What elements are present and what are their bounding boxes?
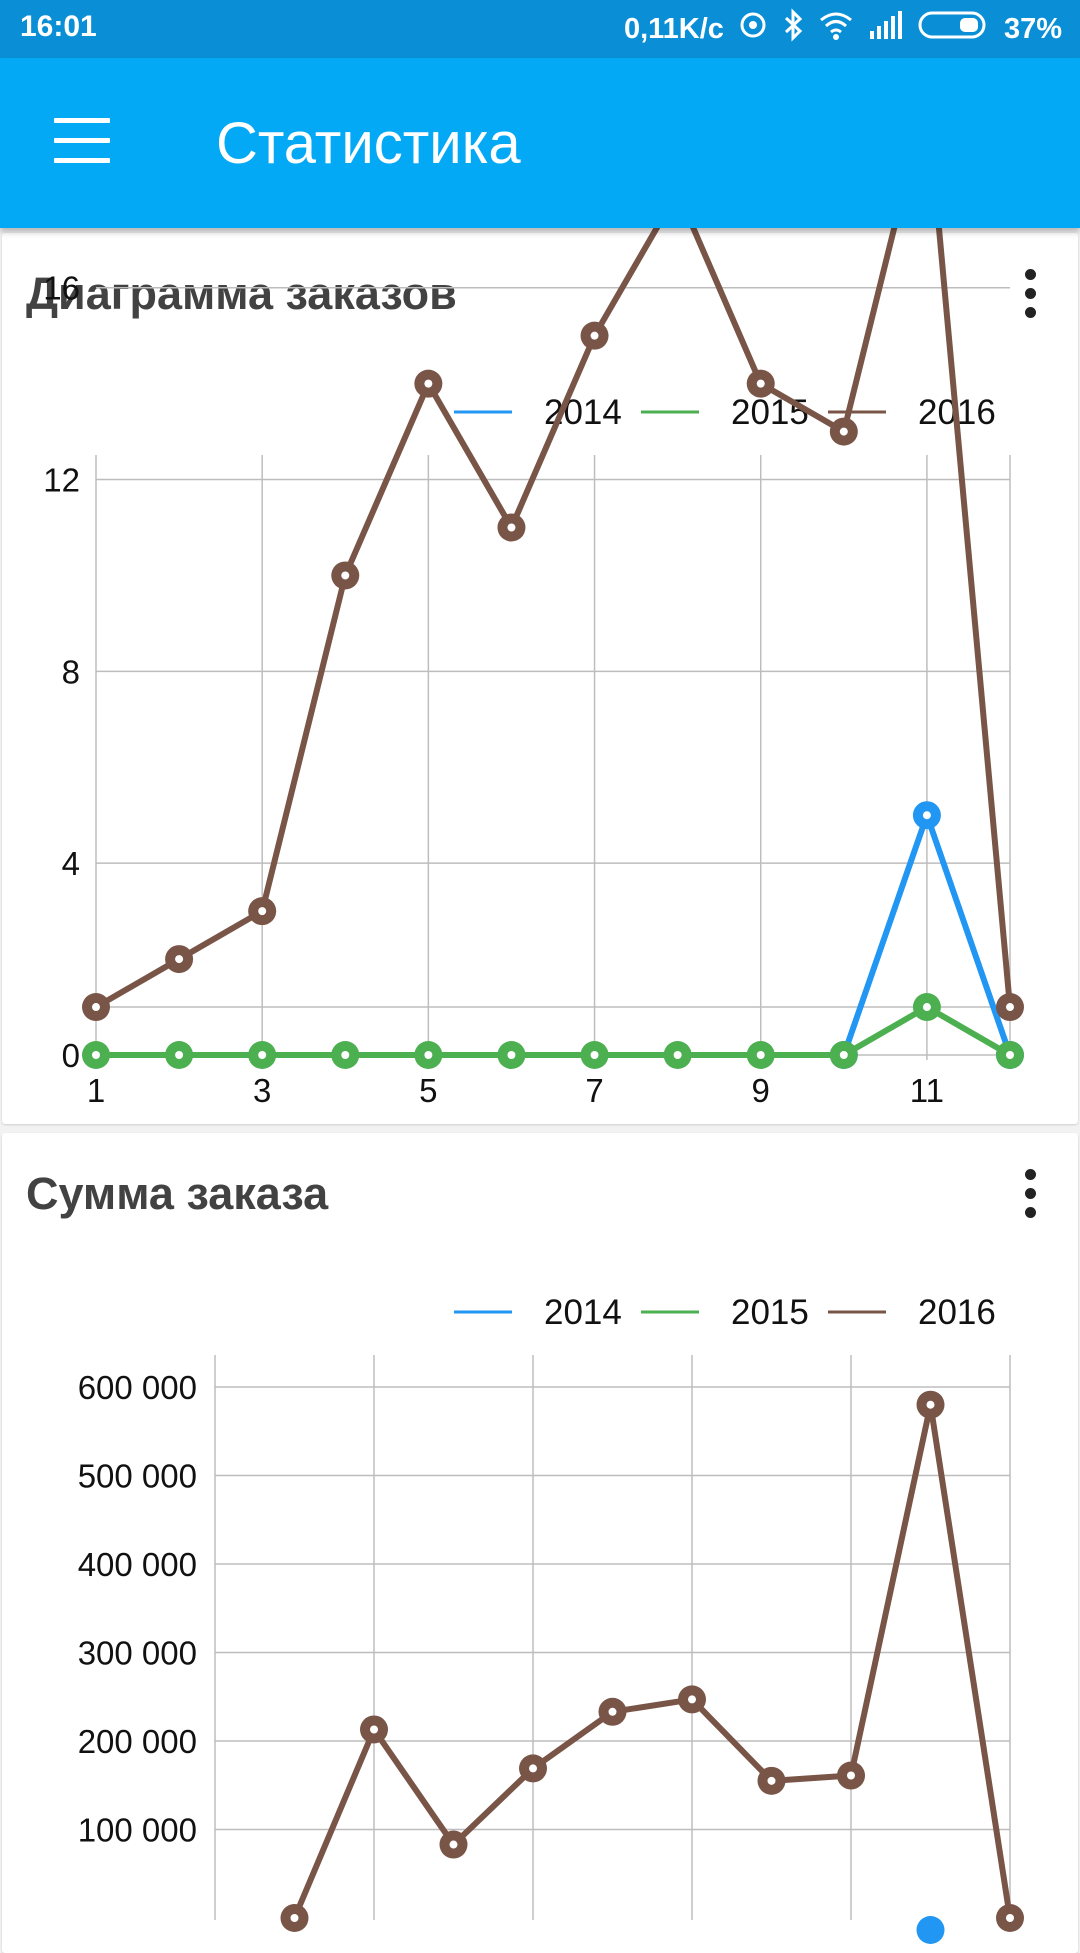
bluetooth-icon — [782, 8, 804, 49]
data-point-center — [424, 379, 433, 388]
legend-label: 2015 — [731, 1293, 809, 1332]
status-time: 16:01 — [20, 10, 97, 43]
y-tick-label: 100 000 — [78, 1812, 197, 1849]
data-point-center — [590, 331, 599, 340]
legend-label: 2015 — [731, 393, 809, 432]
data-point-center — [258, 907, 267, 916]
battery-percent: 37% — [1003, 12, 1062, 45]
page-title: Статистика — [216, 111, 521, 176]
data-point-center — [507, 523, 516, 532]
signal-icon — [868, 11, 904, 47]
y-tick-label: 16 — [43, 270, 80, 307]
legend-label: 2016 — [918, 1293, 996, 1332]
data-point-2014 — [916, 1916, 945, 1944]
y-tick-label: 400 000 — [78, 1546, 197, 1583]
data-point-center — [1006, 1003, 1014, 1012]
data-point-center — [590, 1051, 599, 1059]
data-point-center — [175, 955, 184, 964]
more-vert-icon[interactable] — [1020, 263, 1040, 323]
data-point-center — [673, 1051, 682, 1059]
series-line-2016 — [94, 92, 1013, 1010]
data-point-center — [424, 1051, 433, 1059]
data-point-center — [926, 1400, 935, 1409]
battery-icon — [918, 10, 990, 48]
data-point-center — [507, 1051, 516, 1059]
data-point-center — [767, 1776, 776, 1785]
x-tick-label: 1 — [87, 1072, 105, 1109]
data-point-center — [92, 1051, 100, 1059]
orders-chart-card: Диаграмма заказов — [2, 233, 1078, 1124]
hotspot-icon — [738, 10, 768, 48]
data-point-center — [449, 1840, 458, 1849]
data-point-center — [847, 1771, 855, 1780]
data-point-center — [529, 1764, 537, 1773]
network-speed: 0,11K/c — [623, 12, 724, 45]
data-point-center — [839, 427, 848, 436]
legend-label: 2014 — [544, 1293, 622, 1332]
x-tick-label: 9 — [752, 1072, 770, 1109]
data-point-center — [92, 1003, 100, 1012]
series-line-2016 — [291, 1401, 1013, 1920]
status-bar: 16:01 0,11K/c 37% — [0, 0, 1080, 58]
card-title: Сумма заказа — [26, 1168, 329, 1219]
data-point-center — [258, 1051, 267, 1059]
data-point-center — [175, 1051, 184, 1059]
y-tick-label: 8 — [62, 653, 80, 690]
data-point-center — [1006, 1051, 1014, 1059]
y-tick-label: 4 — [62, 845, 80, 882]
x-tick-label: 7 — [585, 1072, 603, 1109]
x-tick-label: 3 — [253, 1072, 271, 1109]
x-tick-label: 11 — [910, 1072, 944, 1109]
more-vert-icon[interactable] — [1020, 1163, 1040, 1223]
y-tick-label: 200 000 — [78, 1723, 197, 1760]
data-point-center — [341, 571, 350, 580]
data-point-center — [1006, 1914, 1014, 1922]
data-point-center — [290, 1914, 299, 1922]
status-indicators: 0,11K/c 37% — [623, 8, 1062, 49]
data-point-center — [370, 1725, 378, 1734]
y-tick-label: 600 000 — [78, 1369, 197, 1406]
y-tick-label: 12 — [43, 462, 80, 499]
data-point-center — [756, 379, 765, 388]
x-tick-label: 5 — [419, 1072, 437, 1109]
data-point-center — [608, 1707, 617, 1716]
data-point-center — [839, 1051, 848, 1059]
app-bar: Статистика — [0, 58, 1080, 228]
card-title: Диаграмма заказов — [26, 268, 457, 319]
data-point-center — [756, 1051, 765, 1059]
data-point-center — [688, 1695, 696, 1704]
wifi-icon — [818, 10, 854, 48]
hamburger-menu-icon[interactable] — [52, 118, 112, 164]
data-point-center — [922, 811, 931, 820]
data-point-center — [341, 1051, 350, 1059]
data-point-center — [922, 1003, 931, 1012]
y-tick-label: 500 000 — [78, 1458, 197, 1495]
y-tick-label: 300 000 — [78, 1635, 197, 1672]
y-tick-label: 0 — [62, 1037, 80, 1074]
